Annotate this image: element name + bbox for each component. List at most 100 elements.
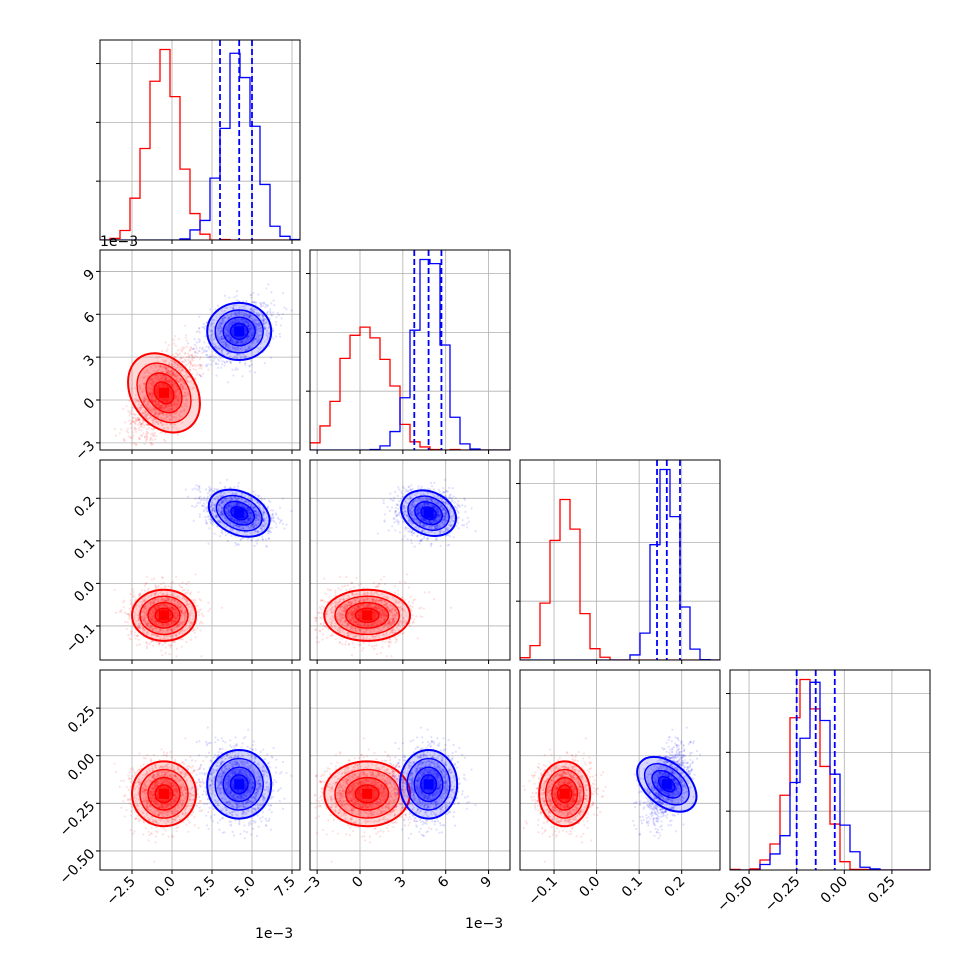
sample-point — [147, 403, 150, 407]
sample-point — [217, 363, 220, 366]
sample-point — [234, 541, 237, 545]
sample-point — [164, 366, 168, 369]
sample-point — [180, 379, 183, 382]
sample-point — [197, 329, 200, 333]
sample-point — [151, 391, 154, 394]
sample-point — [170, 423, 173, 426]
sample-point — [188, 360, 192, 363]
sample-point — [184, 404, 187, 408]
sample-point — [147, 413, 150, 417]
sample-point — [172, 380, 175, 384]
sample-point — [136, 634, 139, 637]
sample-point — [191, 355, 195, 359]
sample-point — [277, 313, 281, 317]
sample-point — [144, 423, 148, 426]
sample-point — [157, 423, 160, 426]
sample-point — [151, 410, 155, 413]
sample-point — [167, 379, 170, 382]
sample-point — [156, 391, 159, 394]
sample-point — [145, 417, 148, 420]
sample-point — [141, 406, 144, 409]
sample-point — [161, 412, 165, 415]
sample-point — [157, 403, 160, 406]
sample-point — [273, 304, 276, 307]
sample-point — [164, 404, 167, 407]
sample-point — [143, 584, 147, 587]
sample-point — [160, 370, 163, 373]
sample-point — [186, 379, 189, 382]
sample-point — [139, 406, 142, 409]
sample-point — [141, 390, 144, 394]
sample-point — [139, 422, 143, 426]
sample-point — [147, 406, 150, 409]
sample-point — [231, 368, 234, 371]
sample-point — [232, 374, 235, 377]
sample-point — [152, 400, 156, 403]
sample-point — [191, 364, 195, 367]
sample-point — [156, 387, 159, 390]
sample-point — [165, 415, 169, 418]
sample-point — [129, 638, 132, 641]
sample-point — [159, 364, 162, 367]
sample-point — [198, 622, 201, 625]
sample-point — [138, 420, 141, 424]
sample-point — [156, 375, 159, 379]
sample-point — [186, 393, 190, 396]
sample-point — [156, 394, 159, 397]
sample-point — [149, 392, 153, 395]
sample-point — [179, 378, 182, 381]
sample-point — [157, 392, 160, 395]
sample-point — [187, 580, 190, 584]
sample-point — [167, 370, 170, 373]
sample-point — [160, 377, 163, 380]
sample-point — [161, 411, 164, 415]
sample-point — [154, 401, 157, 404]
sample-point — [167, 372, 170, 375]
sample-point — [151, 420, 155, 423]
sample-point — [165, 384, 169, 387]
sample-point — [207, 610, 210, 613]
sample-point — [163, 374, 166, 377]
sample-point — [167, 344, 170, 347]
sample-point — [143, 412, 147, 415]
sample-point — [180, 369, 184, 372]
sample-point — [158, 412, 161, 415]
sample-point — [171, 360, 175, 363]
sample-point — [185, 376, 188, 379]
sample-point — [165, 371, 169, 374]
sample-point — [142, 376, 145, 380]
sample-point — [177, 337, 181, 340]
hist-panel-1 — [306, 249, 511, 454]
sample-point — [141, 421, 144, 424]
sample-point — [186, 375, 190, 378]
sample-point — [150, 410, 153, 414]
sample-point — [153, 410, 156, 413]
sample-point — [152, 434, 156, 437]
sample-point — [176, 400, 180, 403]
sample-point — [151, 393, 155, 396]
sample-point — [149, 409, 153, 413]
sample-point — [175, 355, 178, 359]
sample-point — [228, 296, 231, 299]
sample-point — [138, 384, 141, 387]
sample-point — [179, 383, 183, 386]
sample-point — [131, 588, 134, 591]
sample-point — [193, 386, 196, 389]
y-tick-label: 9 — [81, 266, 99, 284]
sample-point — [159, 420, 163, 424]
sample-point — [165, 406, 168, 409]
sample-point — [167, 363, 171, 366]
sample-point — [250, 294, 253, 297]
sample-point — [128, 617, 131, 620]
sample-point — [138, 408, 141, 411]
sample-point — [194, 351, 197, 355]
sample-point — [185, 640, 188, 644]
sample-point — [161, 398, 164, 401]
sample-point — [146, 400, 149, 403]
sample-point — [143, 397, 146, 400]
sample-point — [161, 399, 165, 402]
sample-point — [154, 408, 157, 411]
sample-point — [164, 406, 167, 409]
sample-point — [165, 406, 168, 409]
sample-point — [161, 423, 165, 426]
